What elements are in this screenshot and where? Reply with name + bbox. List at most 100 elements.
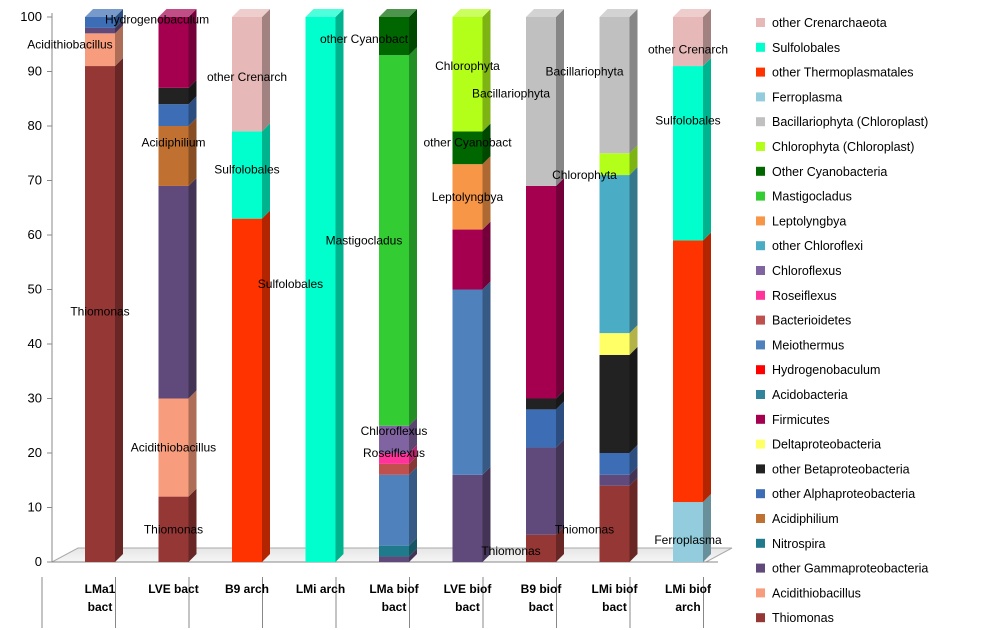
segment-label: Sulfolobales	[214, 163, 279, 177]
legend-swatch	[756, 588, 765, 598]
bar-top-face	[158, 9, 197, 17]
bar-segment-side	[556, 390, 564, 410]
legend-item: Ferroplasma	[756, 90, 842, 104]
segment-label: Acidithiobacillus	[27, 37, 112, 51]
segment-label: Bacillariophyta	[472, 86, 550, 100]
bar-segment-side	[482, 466, 491, 562]
segment-label: Thiomonas	[555, 522, 614, 536]
bar-segment	[526, 447, 556, 535]
y-tick-label: 0	[35, 554, 42, 569]
legend-swatch	[756, 142, 765, 151]
bar-segment-side	[482, 281, 491, 475]
bar-segment	[158, 398, 189, 497]
legend: other Crenarchaeota Sulfolobales other The…	[756, 16, 928, 625]
bar-segment	[673, 240, 703, 503]
bar-top-face	[526, 9, 564, 17]
segment-label: other Crenarch	[648, 43, 728, 57]
bar-segment	[526, 409, 556, 448]
bar-segment-side	[629, 466, 638, 486]
legend-label: other Betaproteobacteria	[772, 462, 910, 476]
bar-segment	[232, 218, 262, 562]
legend-label: Acidobacteria	[772, 388, 848, 402]
bar-segment	[599, 153, 630, 176]
legend-item: Bacterioidetes	[756, 314, 851, 328]
bar-segment	[526, 398, 556, 410]
legend-label: Acidithiobacillus	[772, 586, 861, 600]
legend-label: other Chloroflexi	[772, 239, 863, 253]
legend-item: other Gammaproteobacteria	[756, 562, 928, 576]
legend-swatch	[756, 563, 765, 573]
bar-segment-side	[409, 537, 417, 557]
legend-swatch	[756, 266, 765, 275]
legend-label: Other Cyanobacteria	[772, 165, 887, 179]
segment-label: Ferroplasma	[654, 533, 722, 547]
legend-item: Acidiphilium	[756, 512, 839, 526]
bar-segment	[379, 556, 409, 562]
bar-segment-side	[188, 177, 197, 399]
legend-swatch	[756, 315, 765, 325]
segment-label: other Cyanobact	[320, 32, 409, 46]
bar-segment-side	[262, 9, 270, 132]
segment-label: Acidiphilium	[141, 135, 205, 149]
category-label: bact	[382, 600, 407, 614]
legend-swatch	[756, 414, 765, 424]
bar-segment	[452, 131, 483, 165]
bar-segment-side	[629, 445, 638, 475]
bar-segment-side	[703, 232, 711, 503]
y-tick-label: 50	[28, 282, 42, 297]
bar-segment-side	[629, 167, 638, 334]
bar-segment-side	[409, 47, 417, 426]
legend-item: other Thermoplasmatales	[756, 66, 914, 80]
legend-label: Ferroplasma	[772, 90, 842, 104]
legend-label: other Alphaproteobacteria	[772, 487, 915, 501]
bar-segment-side	[703, 494, 711, 562]
bar-segment	[379, 474, 409, 546]
bar-segment	[452, 229, 483, 290]
bar-segment-side	[409, 9, 417, 56]
legend-swatch	[756, 514, 765, 523]
bar-segment	[599, 175, 630, 334]
y-tick-label: 20	[28, 445, 42, 460]
legend-swatch	[756, 92, 765, 102]
bar-segment-side	[188, 488, 197, 562]
legend-swatch	[756, 340, 765, 350]
legend-item: Deltaproteobacteria	[756, 438, 881, 452]
legend-item: other Chloroflexi	[756, 239, 863, 253]
legend-label: other Crenarchaeota	[772, 16, 887, 30]
legend-label: Roseiflexus	[772, 289, 837, 303]
bar-segment-side	[629, 346, 638, 453]
legend-item: other Betaproteobacteria	[756, 462, 910, 476]
legend-label: Leptolyngbya	[772, 214, 846, 228]
bar-segment-side	[188, 96, 197, 126]
bar-segment-side	[629, 325, 638, 355]
bar-segment-side	[115, 9, 123, 28]
bar-segment	[232, 17, 262, 132]
bar-segment-side	[262, 210, 270, 562]
bar-stack	[452, 9, 491, 562]
category-label: bact	[602, 600, 627, 614]
category-label: arch	[675, 600, 700, 614]
legend-swatch	[756, 67, 765, 77]
legend-label: Chloroflexus	[772, 264, 841, 278]
legend-item: Bacillariophyta (Chloroplast)	[756, 115, 928, 129]
legend-item: Acidobacteria	[756, 388, 848, 402]
legend-item: Sulfolobales	[756, 41, 840, 55]
legend-label: Chlorophyta (Chloroplast)	[772, 140, 914, 154]
bar-segment-side	[188, 9, 197, 88]
bar-segment	[526, 17, 556, 186]
segment-label: Sulfolobales	[258, 277, 323, 291]
bar-segment	[526, 534, 556, 562]
category-label: B9 biof	[521, 582, 563, 596]
legend-label: Bacterioidetes	[772, 314, 851, 328]
legend-label: Firmicutes	[772, 413, 830, 427]
category-label: LMi arch	[296, 582, 345, 596]
y-tick-label: 70	[28, 173, 42, 188]
bar-segment	[379, 425, 409, 453]
bar-segment	[158, 17, 189, 88]
bar-segment	[452, 17, 483, 132]
bar-top-face	[379, 9, 417, 17]
segment-label: Chlorophyta	[552, 168, 617, 182]
legend-swatch	[756, 241, 765, 251]
bar-segment-side	[188, 118, 197, 186]
